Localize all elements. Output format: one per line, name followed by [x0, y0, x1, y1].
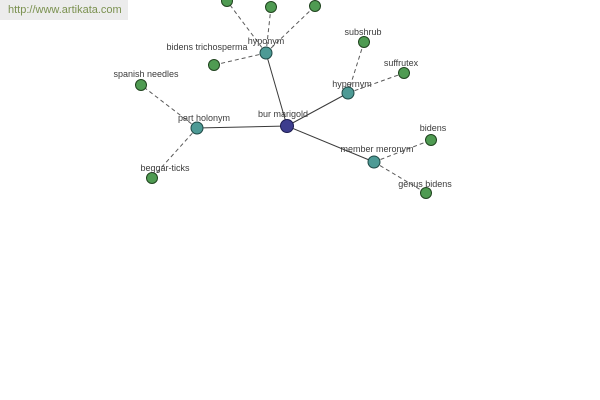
graph-edge-bur-marigold--hypernym [286, 92, 349, 127]
graph-edge-member-meronym--genus-bidens [373, 161, 427, 194]
graph-label-suffrutex[interactable]: suffrutex [384, 58, 419, 68]
url-watermark: http://www.artikata.com [0, 0, 128, 20]
graph-label-beggar-ticks[interactable]: beggar-ticks [140, 163, 190, 173]
graph-edge-hypernym--subshrub [347, 41, 365, 94]
graph-edge-hyponym--unlabeled-3 [265, 5, 316, 54]
graph-label-hyponym[interactable]: hyponym [248, 36, 285, 46]
graph-label-hypernym[interactable]: hypernym [332, 79, 372, 89]
url-watermark-text: http://www.artikata.com [8, 4, 122, 16]
graph-node-unlabeled-2[interactable] [265, 1, 277, 13]
graph-edge-hypernym--suffrutex [347, 72, 405, 94]
graph-label-genus-bidens[interactable]: genus bidens [398, 179, 452, 189]
graph-edge-hyponym--bidens-trichosperma [213, 52, 267, 66]
graph-node-subshrub[interactable] [358, 36, 370, 48]
graph-edge-member-meronym--bidens [373, 139, 432, 163]
graph-label-spanish-needles[interactable]: spanish needles [113, 69, 179, 79]
graph-label-subshrub[interactable]: subshrub [344, 27, 381, 37]
graph-node-bur-marigold[interactable] [280, 119, 294, 133]
graph-edge-bur-marigold--member-meronym [286, 125, 375, 163]
graph-node-hypernym[interactable] [341, 86, 355, 100]
graph-node-unlabeled-1[interactable] [221, 0, 233, 7]
graph-label-bidens[interactable]: bidens [420, 123, 447, 133]
graph-node-member-meronym[interactable] [367, 155, 381, 169]
graph-edge-bur-marigold--part-holonym [196, 125, 288, 129]
graph-edge-part-holonym--spanish-needles [140, 84, 198, 129]
graph-node-hyponym[interactable] [259, 46, 273, 60]
graph-edge-part-holonym--beggar-ticks [151, 127, 198, 179]
graph-node-suffrutex[interactable] [398, 67, 410, 79]
graph-node-bidens[interactable] [425, 134, 437, 146]
graph-node-spanish-needles[interactable] [135, 79, 147, 91]
graph-label-bur-marigold[interactable]: bur marigold [258, 109, 308, 119]
graph-edge-bur-marigold--hyponym [265, 52, 288, 127]
graph-node-bidens-trichosperma[interactable] [208, 59, 220, 71]
graph-node-beggar-ticks[interactable] [146, 172, 158, 184]
graph-node-part-holonym[interactable] [190, 121, 204, 135]
graph-edge-hyponym--unlabeled-2 [265, 6, 272, 54]
graph-node-genus-bidens[interactable] [420, 187, 432, 199]
graph-edge-hyponym--unlabeled-1 [226, 0, 267, 54]
graph-label-member-meronym[interactable]: member meronym [340, 144, 413, 154]
graph-label-part-holonym[interactable]: part holonym [178, 113, 230, 123]
graph-node-unlabeled-3[interactable] [309, 0, 321, 12]
graph-label-bidens-trichosperma[interactable]: bidens trichosperma [166, 42, 247, 52]
